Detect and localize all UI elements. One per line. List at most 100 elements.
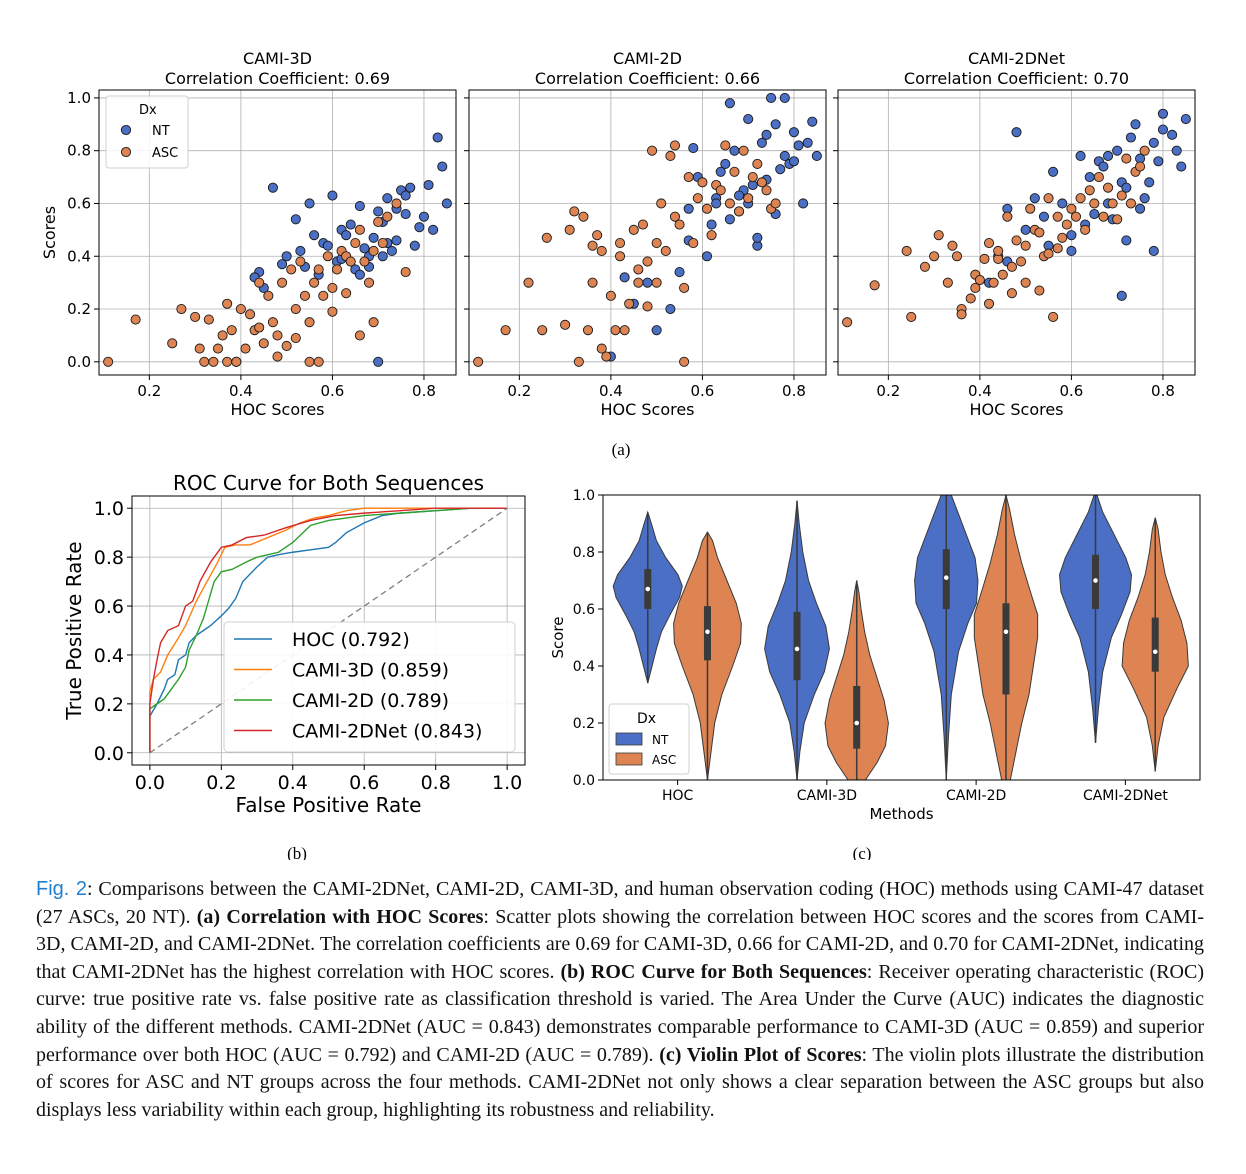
- y-axis-label: Scores: [40, 206, 59, 259]
- panel-c-sublabel: (c): [853, 844, 872, 860]
- chance-diagonal-line: [149, 507, 508, 754]
- scatter-point-asc: [869, 280, 880, 291]
- scatter-point-asc: [592, 230, 603, 241]
- scatter-point-nt: [770, 119, 781, 130]
- figure-reference-link[interactable]: Fig. 2: [36, 878, 87, 900]
- scatter-point-nt: [267, 182, 278, 193]
- scatter-point-asc: [1107, 198, 1118, 209]
- scatter-point-nt: [432, 132, 443, 143]
- panel-a-scatter-plots: 0.2 0.4 0.6 0.8 HOC Scores 0.0 0.2 0.4 0.6 0.8 1.0…: [40, 49, 1196, 419]
- scatter-point-asc: [647, 145, 658, 156]
- scatter-point-asc: [610, 325, 621, 336]
- x-tick-label: 0.2: [206, 772, 236, 794]
- scatter-point-asc: [596, 343, 607, 354]
- scatter-point-asc: [1043, 193, 1054, 204]
- scatter-point-nt: [715, 166, 726, 177]
- scatter-point-nt: [1157, 124, 1169, 135]
- scatter-point-asc: [1066, 203, 1077, 214]
- scatter-point-asc: [327, 282, 338, 293]
- scatter-point-asc: [669, 211, 681, 222]
- scatter-point-asc: [267, 317, 278, 328]
- roc-line-4: [149, 507, 508, 753]
- roc-legend: HOC (0.792) CAMI-3D (0.859) CAMI-2D (0.789…: [223, 621, 516, 753]
- caption-a-heading: (a) Correlation with HOC Scores: [196, 905, 484, 928]
- scatter-point-asc: [919, 261, 931, 272]
- panel-a-sublabel: (a): [612, 440, 631, 459]
- legend-box: [223, 621, 516, 753]
- scatter-point-asc: [761, 185, 772, 196]
- x-axis-label: Methods: [869, 805, 933, 823]
- scatter-point-nt: [277, 259, 288, 270]
- scatter-point-nt: [1171, 145, 1182, 156]
- scatter-point-nt: [409, 240, 420, 251]
- scatter-point-asc: [965, 293, 976, 304]
- axes-frame: [468, 89, 827, 376]
- scatter-point-nt: [1167, 129, 1178, 140]
- caption-c-text: : The violin plots illustrate the distri…: [36, 1043, 1204, 1121]
- scatter-point-nt: [373, 356, 384, 367]
- violin-iqr-box: [853, 685, 861, 749]
- scatter-point-asc: [752, 158, 763, 169]
- scatter-point-asc: [1121, 153, 1132, 164]
- legend-label-nt: NT: [152, 124, 170, 139]
- scatter-point-asc: [199, 356, 210, 367]
- scatter-point-asc: [304, 317, 315, 328]
- scatter-point-asc: [1034, 227, 1045, 238]
- x-tick-label: 0.6: [690, 382, 714, 400]
- x-axis-label: False Positive Rate: [236, 793, 422, 817]
- violin-median: [705, 629, 710, 635]
- y-tick-label: 0.8: [67, 142, 91, 160]
- violin-iqr-box: [1002, 603, 1010, 695]
- x-tick-label: 0.6: [349, 772, 379, 794]
- scatter-plot-1: 0.2 0.4 0.6 0.8 HOC Scores 0.0 0.2 0.4 0.6 0.8 1.0…: [40, 49, 457, 419]
- roc-title: ROC Curve for Both Sequences: [173, 471, 484, 495]
- scatter-point-asc: [842, 317, 853, 328]
- scatter-point-asc: [669, 140, 681, 151]
- scatter-point-asc: [587, 240, 598, 251]
- scatter-point-asc: [706, 230, 717, 241]
- caption-intro: : Comparisons between the CAMI-2DNet, CA…: [36, 878, 1204, 928]
- scatter-point-asc: [633, 277, 644, 288]
- y-tick-label: 0.0: [67, 353, 91, 371]
- scatter-point-asc: [354, 224, 365, 235]
- scatter-point-asc: [569, 206, 580, 217]
- x-tick-label: 0.4: [968, 382, 992, 400]
- scatter-point-asc: [692, 193, 703, 204]
- scatter-point-nt: [414, 222, 425, 233]
- scatter-point-asc: [1102, 182, 1114, 193]
- scatter-point-nt: [1066, 230, 1077, 241]
- scatter-point-asc: [391, 198, 402, 209]
- y-tick-label: 0.4: [67, 247, 91, 265]
- scatter-point-nt: [1148, 137, 1159, 148]
- y-tick-label: 0.8: [94, 547, 124, 569]
- scatter-point-asc: [309, 277, 320, 288]
- scatter-point-nt: [766, 92, 777, 103]
- scatter-point-nt: [377, 251, 388, 262]
- scatter-point-asc: [1125, 198, 1136, 209]
- x-tick-label: 0.2: [507, 382, 531, 400]
- legend-label-asc: ASC: [152, 146, 178, 161]
- scatter-point-nt: [743, 113, 754, 125]
- violin-median: [794, 646, 800, 652]
- scatter-point-asc: [368, 317, 379, 328]
- scatter-point-asc: [988, 277, 999, 288]
- scatter-point-nt: [1130, 119, 1141, 130]
- scatter-point-asc: [560, 319, 571, 330]
- scatter-point-asc: [331, 264, 343, 275]
- scatter-point-asc: [244, 309, 256, 320]
- scatter-point-asc: [345, 256, 356, 267]
- violin-median: [1093, 578, 1098, 583]
- x-tick-label: CAMI-2D: [946, 788, 1006, 804]
- scatter-point-asc: [277, 277, 288, 288]
- scatter-point-nt: [811, 150, 822, 162]
- x-tick-label: 0.6: [320, 382, 344, 400]
- scatter-point-asc: [679, 356, 690, 367]
- y-axis-label: Score: [549, 616, 567, 658]
- scatter-point-asc: [1034, 285, 1045, 296]
- y-tick-label: 1.0: [573, 488, 595, 504]
- scatter-point-asc: [901, 245, 912, 257]
- scatter-point-nt: [683, 203, 694, 214]
- scatter-point-asc: [299, 290, 311, 301]
- scatter-point-asc: [564, 224, 575, 235]
- legend-title: Dx: [139, 103, 157, 118]
